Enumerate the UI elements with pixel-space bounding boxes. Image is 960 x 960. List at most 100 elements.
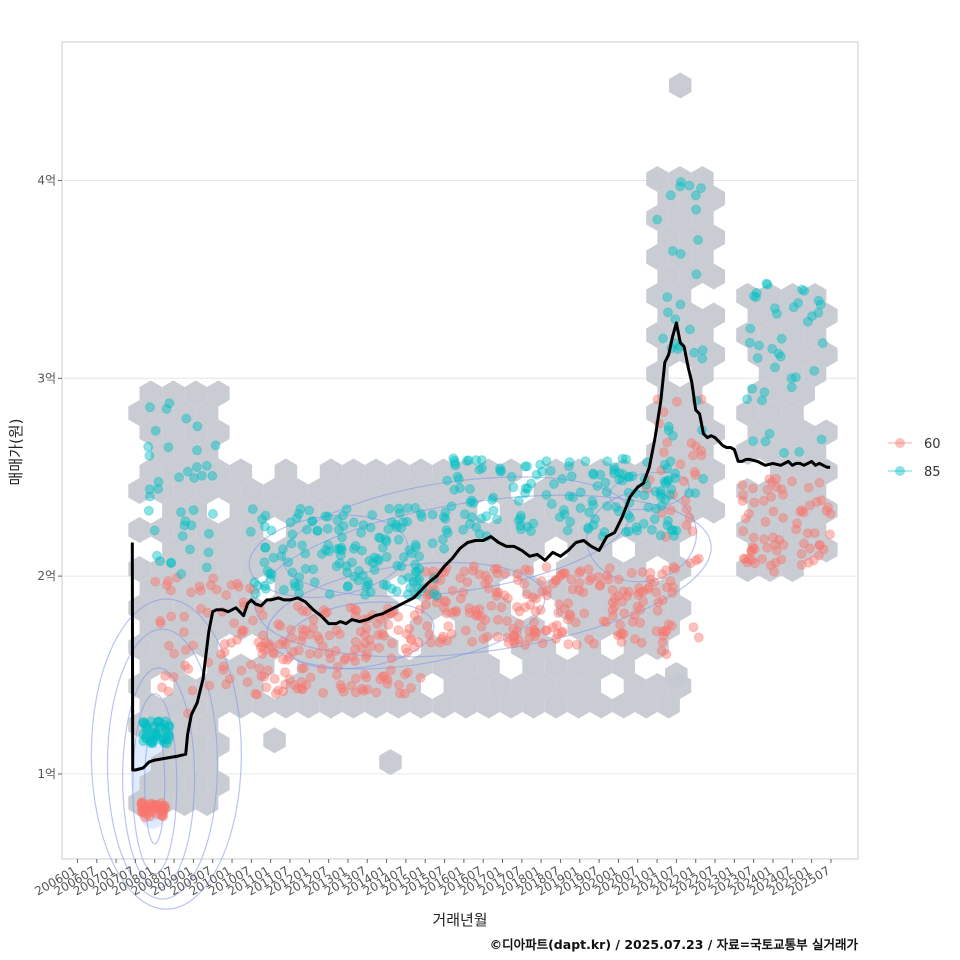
point-85 bbox=[474, 464, 485, 475]
point-60 bbox=[764, 474, 775, 485]
point-85 bbox=[663, 475, 674, 485]
point-60 bbox=[269, 648, 279, 659]
hexbin-cell bbox=[669, 72, 692, 99]
point-85 bbox=[773, 348, 784, 359]
hexbin-cell bbox=[150, 712, 174, 738]
point-60 bbox=[656, 645, 667, 656]
point-60 bbox=[688, 622, 699, 633]
point-85 bbox=[174, 472, 185, 483]
point-85 bbox=[192, 421, 203, 432]
point-60 bbox=[767, 477, 778, 487]
hexbin-cell bbox=[432, 575, 455, 602]
point-60 bbox=[458, 587, 469, 598]
point-60 bbox=[322, 607, 332, 618]
point-60 bbox=[413, 637, 424, 648]
point-85 bbox=[583, 522, 594, 533]
hexbin-cell bbox=[342, 497, 365, 524]
hexbin-cell bbox=[353, 517, 376, 543]
point-60 bbox=[574, 578, 585, 588]
point-60 bbox=[385, 665, 396, 676]
hexbin-cell bbox=[702, 341, 725, 368]
y-axis: 1억 2억 3억 4억 bbox=[37, 173, 62, 781]
legend-key-60 bbox=[895, 438, 905, 448]
point-60 bbox=[508, 623, 519, 634]
point-60 bbox=[296, 635, 307, 646]
point-60 bbox=[778, 539, 789, 550]
point-85 bbox=[802, 316, 813, 327]
point-60 bbox=[660, 531, 671, 542]
point-85 bbox=[403, 572, 414, 583]
point-60 bbox=[558, 568, 569, 579]
hexbin-cell bbox=[274, 536, 298, 563]
point-85 bbox=[793, 298, 804, 308]
hexbin-cell bbox=[229, 575, 253, 602]
point-85 bbox=[144, 450, 155, 461]
point-60 bbox=[350, 687, 361, 698]
point-60 bbox=[404, 623, 415, 634]
point-60 bbox=[652, 605, 663, 616]
hexbin-cell bbox=[499, 536, 523, 563]
point-85 bbox=[141, 722, 152, 733]
hexbin-cell bbox=[207, 536, 230, 563]
point-85 bbox=[364, 555, 375, 566]
point-85 bbox=[767, 343, 778, 354]
point-85 bbox=[431, 590, 442, 601]
point-85 bbox=[516, 524, 526, 535]
point-85 bbox=[338, 510, 348, 521]
point-85 bbox=[207, 508, 218, 519]
point-60 bbox=[759, 534, 770, 545]
hexbin-cell bbox=[668, 205, 692, 231]
point-60 bbox=[474, 604, 485, 615]
point-60 bbox=[570, 617, 581, 628]
hexbin-cell bbox=[443, 634, 466, 660]
point-60 bbox=[629, 610, 640, 621]
point-60 bbox=[574, 567, 585, 578]
hexbin-cell bbox=[488, 595, 512, 621]
hexbin-cell bbox=[511, 556, 534, 582]
point-60 bbox=[667, 582, 678, 593]
hexbin-cell bbox=[342, 458, 365, 485]
point-60 bbox=[158, 801, 169, 812]
point-60 bbox=[183, 664, 194, 674]
point-60 bbox=[685, 558, 696, 569]
point-60 bbox=[661, 565, 672, 576]
hexbin-cell bbox=[150, 439, 174, 465]
point-85 bbox=[748, 436, 759, 447]
point-60 bbox=[304, 629, 315, 640]
point-60 bbox=[331, 625, 342, 636]
point-85 bbox=[646, 524, 657, 535]
hexbin-cell bbox=[668, 244, 692, 270]
point-85 bbox=[575, 503, 586, 514]
hexbin-cell bbox=[376, 478, 399, 504]
point-85 bbox=[393, 534, 404, 545]
point-60 bbox=[740, 553, 751, 564]
point-60 bbox=[292, 683, 303, 694]
hexbin-cell bbox=[173, 790, 196, 816]
hexbin-cell bbox=[409, 458, 433, 485]
point-60 bbox=[420, 566, 431, 577]
hexbin-cell bbox=[139, 575, 163, 602]
point-60 bbox=[823, 502, 833, 513]
point-60 bbox=[136, 807, 147, 818]
point-85 bbox=[450, 460, 461, 471]
hexbin-cell bbox=[240, 556, 264, 582]
point-60 bbox=[778, 512, 789, 523]
point-85 bbox=[201, 562, 212, 573]
point-60 bbox=[774, 534, 785, 545]
hexbin-cell bbox=[702, 419, 725, 446]
hexbin-cell bbox=[578, 595, 602, 621]
point-85 bbox=[807, 311, 817, 322]
point-60 bbox=[387, 638, 397, 649]
y-tick-label: 3억 bbox=[37, 371, 56, 385]
point-85 bbox=[342, 581, 353, 592]
point-85 bbox=[405, 582, 416, 593]
hexbin-cell bbox=[691, 244, 714, 270]
point-60 bbox=[530, 626, 541, 637]
median-line-layer bbox=[130, 321, 831, 772]
hexbin-cell bbox=[499, 497, 523, 524]
point-60 bbox=[557, 626, 568, 637]
point-60 bbox=[686, 438, 697, 449]
point-85 bbox=[322, 511, 333, 522]
point-85 bbox=[771, 308, 782, 319]
point-60 bbox=[331, 669, 342, 680]
